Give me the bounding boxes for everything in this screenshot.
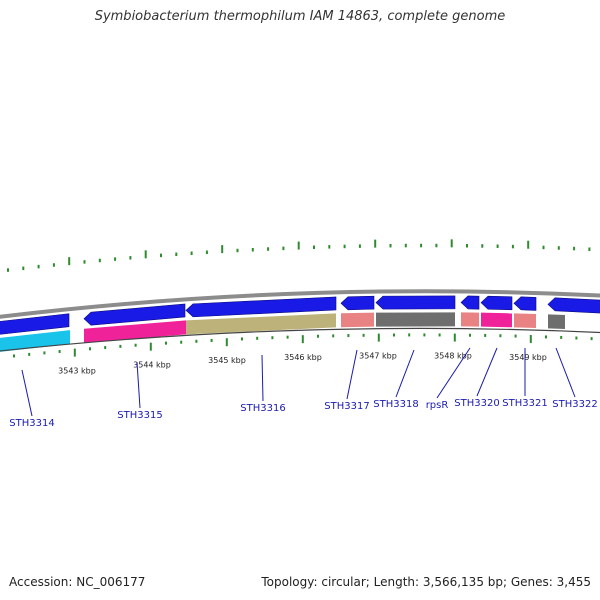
gene-arrow[interactable] (0, 313, 70, 336)
scale-label: 3546 kbp (284, 353, 322, 362)
gene-label[interactable]: STH3320 (454, 398, 499, 409)
cog-block[interactable] (84, 320, 186, 343)
scale-label: 3549 kbp (509, 353, 547, 362)
gene-label[interactable]: STH3317 (324, 401, 369, 412)
gene-arrow[interactable] (480, 295, 513, 311)
gene-arrow[interactable] (185, 296, 337, 318)
scale-label: 3543 kbp (58, 366, 96, 375)
cog-block[interactable] (376, 312, 455, 327)
accession-text: Accession: NC_006177 (9, 575, 146, 589)
gene-label[interactable]: STH3321 (502, 398, 547, 409)
gene-arrow[interactable] (83, 303, 186, 326)
gene-arrow[interactable] (460, 295, 480, 310)
gene-label[interactable]: STH3322 (552, 399, 597, 410)
gene-label[interactable]: STH3314 (9, 418, 54, 429)
leader-line (555, 347, 576, 398)
scale-labels: 3543 kbp 3544 kbp 3545 kbp 3546 kbp 3547 kbp… (58, 352, 547, 376)
leader-line (21, 369, 33, 417)
cog-block[interactable] (186, 313, 336, 335)
gene-arrow[interactable] (375, 295, 456, 310)
leader-line (476, 347, 498, 397)
gene-labels: STH3314 STH3315 STH3316 STH3317 STH3318 rpsR S… (9, 398, 597, 429)
scale-label: 3548 kbp (434, 352, 472, 361)
genome-backbone (0, 289, 600, 319)
leader-line (436, 347, 471, 399)
cog-block[interactable] (548, 314, 565, 329)
map-title: Symbiobacterium thermophilum IAM 14863, … (94, 9, 506, 24)
cog-block[interactable] (0, 330, 70, 353)
inner-backbone (0, 327, 600, 352)
gene-label[interactable]: STH3315 (117, 410, 162, 421)
inner-tick-track (13, 333, 593, 358)
scale-label: 3547 kbp (359, 352, 397, 361)
gene-label[interactable]: rpsR (426, 400, 449, 411)
gene-leader-lines (21, 347, 576, 417)
genome-summary-text: Topology: circular; Length: 3,566,135 bp… (261, 575, 591, 589)
gene-arrow[interactable] (547, 297, 600, 314)
leader-line (395, 349, 415, 398)
cog-block[interactable] (461, 312, 479, 327)
leader-line (136, 361, 141, 409)
gene-label[interactable]: STH3318 (373, 399, 418, 410)
scale-label: 3545 kbp (208, 356, 246, 365)
gene-label[interactable]: STH3316 (240, 403, 285, 414)
cog-color-track (0, 312, 565, 353)
gene-arrow[interactable] (340, 295, 375, 311)
cog-block[interactable] (514, 313, 536, 328)
outer-tick-track (7, 239, 591, 272)
cog-block[interactable] (481, 312, 512, 328)
forward-strand-track (0, 295, 600, 336)
cog-block[interactable] (341, 312, 374, 328)
gene-arrow[interactable] (513, 296, 537, 311)
scale-label: 3544 kbp (133, 361, 171, 370)
leader-line (346, 349, 358, 400)
leader-line (261, 354, 264, 402)
